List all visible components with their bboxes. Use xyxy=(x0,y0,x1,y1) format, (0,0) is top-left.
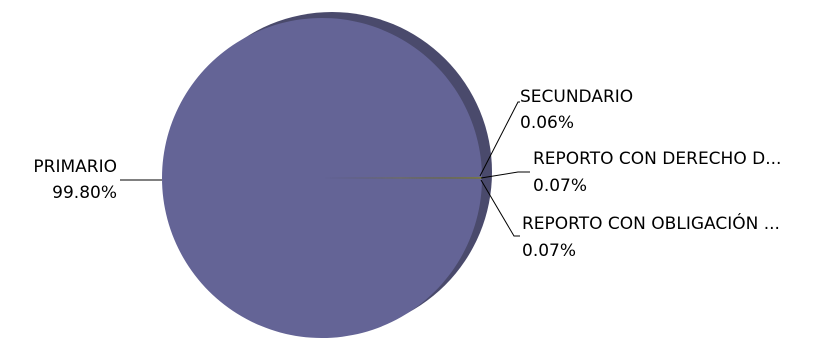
slice-value-primario: 99.80% xyxy=(52,183,117,203)
slice-label-reporto-obligacion: REPORTO CON OBLIGACIÓN ... xyxy=(522,212,780,234)
leader-line-secundario xyxy=(479,101,520,177)
slice-value-secundario: 0.06% xyxy=(520,113,574,133)
leader-line-reporto-obligacion xyxy=(480,179,520,237)
slice-value-reporto-obligacion: 0.07% xyxy=(522,241,576,261)
leader-line-reporto-derecho xyxy=(480,171,530,179)
slice-reporto-obligacion xyxy=(322,178,482,180)
slice-value-reporto-derecho: 0.07% xyxy=(533,176,587,196)
slice-secundario xyxy=(322,176,482,178)
slice-primario xyxy=(162,17,482,338)
slice-label-secundario: SECUNDARIO xyxy=(520,87,633,107)
slice-label-primario: PRIMARIO xyxy=(33,157,117,177)
slice-label-reporto-derecho: REPORTO CON DERECHO D... xyxy=(533,149,781,169)
slice-reporto-derecho xyxy=(322,177,482,179)
